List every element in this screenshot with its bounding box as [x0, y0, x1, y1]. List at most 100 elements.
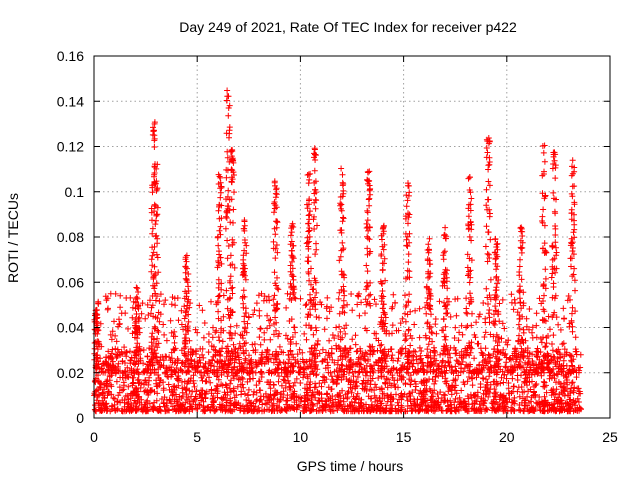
data-point — [148, 349, 155, 356]
data-point — [425, 268, 432, 275]
data-point — [347, 345, 354, 352]
data-point — [385, 348, 392, 355]
data-point — [297, 398, 304, 405]
data-point — [315, 389, 322, 396]
data-point — [303, 365, 310, 372]
data-point — [290, 224, 297, 230]
data-point — [537, 335, 544, 342]
data-point — [345, 388, 352, 395]
data-point — [215, 308, 222, 315]
data-point — [467, 267, 474, 274]
data-point — [150, 128, 157, 135]
data-point — [490, 396, 497, 403]
data-point — [540, 283, 547, 290]
axis-ticks — [93, 55, 611, 419]
data-point — [355, 293, 362, 300]
data-point — [440, 252, 447, 259]
data-point — [538, 300, 545, 307]
data-point — [304, 375, 311, 382]
data-point — [94, 314, 101, 321]
data-point — [548, 374, 555, 381]
data-point — [215, 258, 222, 264]
data-point — [577, 364, 584, 371]
data-point — [213, 373, 220, 380]
data-point — [550, 332, 557, 339]
data-point — [267, 336, 274, 343]
data-point — [154, 335, 161, 342]
data-point — [228, 147, 235, 154]
data-point — [511, 400, 518, 407]
data-point — [193, 388, 200, 395]
data-point — [273, 191, 280, 198]
data-point — [266, 369, 273, 376]
data-point — [466, 255, 473, 262]
data-point — [135, 376, 142, 383]
data-point — [224, 305, 231, 312]
data-point — [225, 348, 232, 355]
data-point — [440, 271, 447, 278]
data-point — [257, 325, 264, 332]
data-point — [402, 303, 409, 310]
data-point — [148, 346, 155, 353]
data-point — [339, 362, 346, 369]
data-point — [291, 324, 298, 331]
data-point — [445, 402, 451, 409]
data-point — [304, 386, 311, 393]
data-point — [112, 407, 118, 414]
data-point — [170, 383, 177, 390]
data-point — [516, 312, 523, 319]
data-point — [122, 349, 129, 356]
data-point — [357, 361, 364, 368]
data-point — [552, 239, 559, 246]
data-point — [551, 195, 557, 202]
data-point — [208, 343, 215, 349]
data-point — [371, 362, 378, 369]
data-point — [133, 385, 140, 392]
data-point — [473, 319, 480, 326]
data-point — [480, 300, 487, 306]
data-point — [423, 310, 430, 317]
data-point — [306, 227, 313, 234]
data-point — [465, 221, 472, 228]
data-point — [423, 283, 430, 290]
data-point — [92, 402, 98, 409]
data-point — [423, 334, 430, 341]
data-point — [376, 356, 383, 363]
data-point — [117, 304, 124, 311]
data-point — [541, 142, 548, 149]
data-point — [291, 406, 298, 413]
data-point — [286, 380, 293, 387]
data-point — [299, 349, 306, 356]
data-point — [155, 329, 162, 335]
data-point — [398, 350, 405, 357]
data-point — [108, 350, 115, 357]
data-point — [261, 336, 268, 343]
data-point — [367, 248, 374, 255]
data-point — [533, 365, 540, 372]
data-point — [238, 374, 245, 381]
data-point — [104, 306, 111, 313]
data-point — [353, 378, 360, 385]
data-point — [234, 383, 241, 390]
data-point — [275, 362, 282, 368]
data-point — [288, 271, 295, 278]
data-point — [516, 332, 522, 339]
data-point — [486, 255, 493, 261]
data-point — [386, 330, 393, 337]
data-point — [133, 358, 140, 365]
data-point — [366, 224, 373, 230]
data-point — [290, 255, 297, 262]
data-point — [189, 364, 196, 371]
data-point — [312, 294, 318, 301]
data-point — [233, 370, 240, 377]
data-point — [230, 385, 237, 392]
data-point — [404, 243, 411, 250]
data-point — [542, 266, 549, 273]
data-point — [155, 269, 162, 276]
data-point — [416, 344, 423, 351]
data-point — [557, 326, 564, 333]
data-point — [161, 301, 167, 308]
data-point — [509, 375, 516, 382]
data-point — [271, 179, 278, 186]
